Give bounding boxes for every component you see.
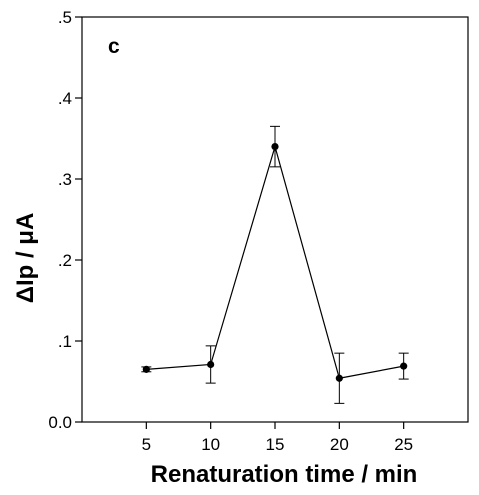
ticks-layer: 0.0 .1 .2 .3 .4 .5 5 10 15 20 25 bbox=[48, 8, 413, 454]
x-tick-label-1: 10 bbox=[201, 435, 220, 454]
y-tick-label-3: .3 bbox=[58, 170, 72, 189]
data-point-4 bbox=[400, 362, 408, 370]
y-axis-title: ΔIp / μA bbox=[12, 213, 39, 304]
y-tick-label-4: .4 bbox=[58, 89, 72, 108]
plot-frame bbox=[81, 16, 469, 423]
y-tick-label-2: .2 bbox=[58, 251, 72, 270]
data-point-2 bbox=[271, 143, 279, 151]
y-tick-label-5: .5 bbox=[58, 8, 72, 27]
x-tick-label-2: 15 bbox=[266, 435, 285, 454]
axes-layer bbox=[81, 16, 469, 423]
data-point-3 bbox=[335, 374, 343, 382]
series-line-0 bbox=[146, 144, 404, 379]
x-tick-label-0: 5 bbox=[142, 435, 151, 454]
x-tick-label-4: 25 bbox=[394, 435, 413, 454]
series-layer bbox=[141, 125, 409, 404]
data-point-1 bbox=[207, 360, 215, 369]
x-axis-title: Renaturation time / min bbox=[151, 461, 418, 488]
y-tick-label-1: .1 bbox=[58, 332, 72, 351]
panel-label: c bbox=[108, 35, 120, 58]
x-tick-label-3: 20 bbox=[330, 435, 349, 454]
data-point-0 bbox=[142, 365, 150, 373]
y-tick-label-0: 0.0 bbox=[48, 413, 72, 432]
